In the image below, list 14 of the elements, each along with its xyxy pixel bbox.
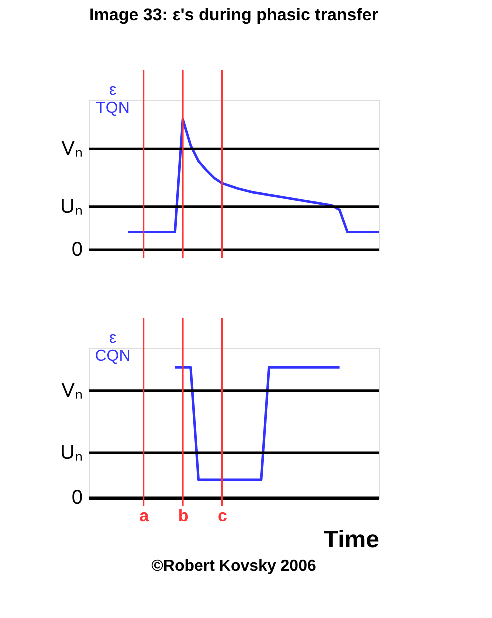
ref-line-label: 0 [72, 239, 83, 261]
ref-line-label: Vₙ [62, 380, 83, 402]
x-axis-title: Time [324, 526, 380, 554]
ref-line-label: Uₙ [60, 442, 83, 464]
x-tick-label: a [140, 506, 150, 526]
ref-line-label: Uₙ [60, 196, 83, 218]
chart-title: Image 33: ε's during phasic transfer [90, 5, 379, 24]
x-tick-label: b [178, 506, 189, 526]
text: ©Robert Kovsky 2006 [152, 558, 316, 575]
ref-line-label: 0 [72, 487, 83, 509]
y-axis-title: ε CQN [95, 330, 131, 365]
ref-line-label: Vₙ [62, 138, 83, 160]
x-tick-label: c [218, 506, 228, 526]
y-axis-title: ε TQN [96, 82, 130, 117]
